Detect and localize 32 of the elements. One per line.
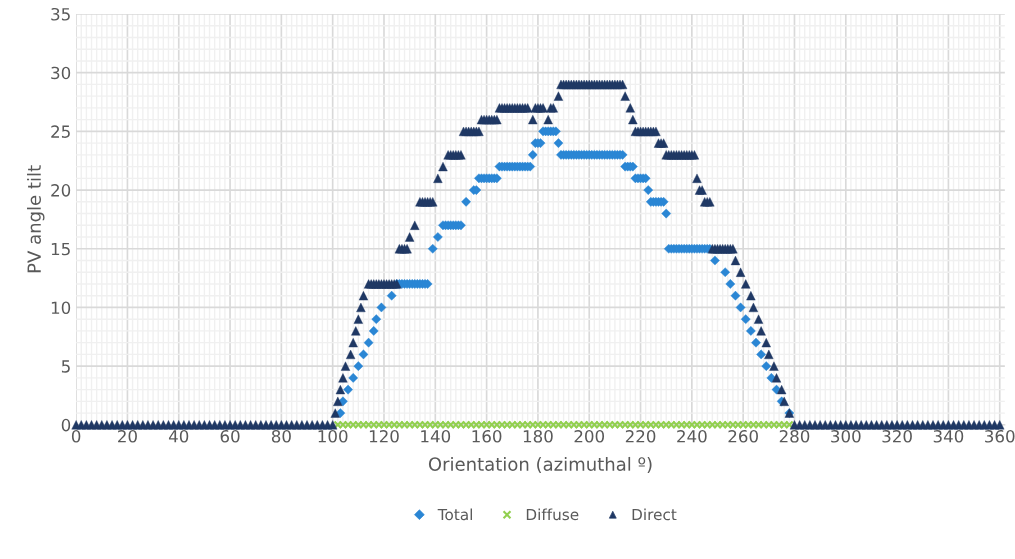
x-tick-label: 80 [271, 430, 291, 443]
y-tick-label: 5 [61, 360, 70, 373]
legend-label: Diffuse [526, 508, 579, 521]
y-tick-label: 15 [51, 242, 70, 256]
x-tick-label: 200 [574, 430, 605, 443]
x-tick-label: 340 [933, 430, 964, 443]
y-tick-label: 0 [61, 418, 71, 432]
x-tick-label: 180 [523, 430, 553, 443]
x-tick-label: 280 [779, 430, 810, 443]
x-tick-label: 300 [831, 430, 861, 443]
x-tick-label: 360 [985, 430, 1015, 443]
x-tick-label: 20 [118, 430, 137, 443]
legend-label: Total [437, 508, 472, 521]
x-tick-label: 140 [421, 430, 451, 443]
x-tick-label: 120 [369, 430, 399, 443]
y-tick-label: 25 [51, 125, 70, 138]
y-tick-label: 20 [51, 184, 71, 197]
y-tick-label: 35 [51, 7, 70, 21]
x-tick-label: 320 [882, 430, 912, 443]
legend-label: Direct [632, 508, 677, 521]
y-tick-label: 30 [51, 66, 71, 80]
x-tick-label: 100 [318, 430, 348, 443]
x-tick-label: 220 [625, 430, 656, 443]
y-axis-title: PV angle tilt [27, 165, 45, 273]
x-tick-label: 40 [168, 430, 189, 443]
x-tick-label: 60 [220, 430, 240, 443]
x-axis-title: Orientation (azimuthal º) [428, 456, 652, 474]
x-tick-label: 260 [728, 430, 758, 443]
y-tick-label: 10 [51, 301, 71, 315]
x-tick-label: 240 [677, 430, 707, 443]
x-tick-label: 160 [472, 430, 502, 443]
x-tick-label: 0 [71, 430, 81, 443]
